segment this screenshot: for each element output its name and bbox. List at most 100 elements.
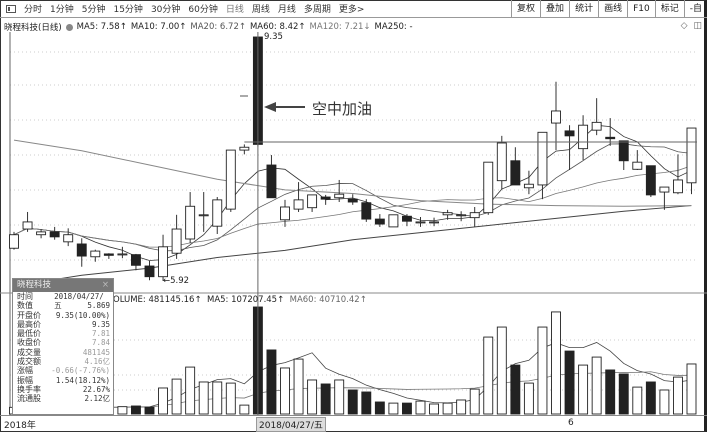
info-row: 最高价 9.35 <box>13 320 113 329</box>
ma250-value: MA250: - <box>374 22 413 32</box>
volume-bar <box>659 389 670 415</box>
candle-down <box>510 160 521 186</box>
info-value: 1.54(18.12%) <box>55 375 110 385</box>
tab-15min[interactable]: 15分钟 <box>113 5 143 15</box>
draw-line-button[interactable]: 画线 <box>598 0 627 18</box>
candle-up <box>239 146 250 151</box>
volume-bar <box>537 326 548 415</box>
candle-up <box>659 186 670 193</box>
ma120-line <box>13 139 692 207</box>
ma5-value: MA5: 7.58↑ <box>76 22 127 32</box>
info-value: 481145 <box>82 347 110 357</box>
custom-button[interactable]: -自 <box>683 0 707 18</box>
tab-daily[interactable]: 日线 <box>225 5 244 15</box>
high-price-label: 9.35 <box>264 32 283 42</box>
info-value: 7.84 <box>91 338 110 348</box>
volume-bar <box>266 349 277 415</box>
volume-bar <box>605 369 616 415</box>
volume-bar <box>374 401 385 415</box>
panel-icon[interactable]: ◫ <box>693 21 702 31</box>
tab-1min[interactable]: 1分钟 <box>50 5 74 15</box>
info-panel[interactable]: 晓程科技 × 时间 2018/04/27/五 数值 5.869 开盘价 9.35(10.00… <box>12 278 114 415</box>
tab-5min[interactable]: 5分钟 <box>81 5 106 15</box>
info-value: 9.35(10.00%) <box>55 310 110 320</box>
volume-bar <box>388 402 399 415</box>
volume-bar <box>523 382 534 415</box>
info-row: 涨幅 -0.66(-7.76%) <box>13 366 113 375</box>
volume-bar <box>429 403 439 415</box>
candle-up <box>293 199 304 210</box>
info-row: 流通股 2.12亿 <box>13 394 113 403</box>
candle-up <box>36 231 47 236</box>
candle-up <box>442 212 453 216</box>
info-key: 时间 <box>17 292 33 301</box>
candle-down <box>402 215 412 222</box>
volume-bar <box>293 358 304 415</box>
overlay-button[interactable]: 叠加 <box>540 0 569 18</box>
info-key: 涨幅 <box>17 366 33 376</box>
info-value: 5.869 <box>87 301 110 311</box>
info-value: 9.35 <box>91 319 110 329</box>
info-key: 流通股 <box>17 394 41 404</box>
f10-button[interactable]: F10 <box>627 0 655 18</box>
month-label: 6 <box>568 418 574 428</box>
info-row: 换手率 22.67% <box>13 385 113 394</box>
volume-bar <box>632 386 643 415</box>
info-panel-header[interactable]: 晓程科技 × <box>13 279 113 292</box>
volume-bar <box>347 389 358 415</box>
info-value: 2.12亿 <box>84 394 110 404</box>
candle-down <box>605 136 616 140</box>
date-axis: 2018年 2018/04/27/五 6 <box>0 415 707 432</box>
info-key: 成交额 <box>17 357 41 367</box>
panel-toggle-icon[interactable] <box>6 4 16 13</box>
ma-legend: 晓程科技(日线) MA5: 7.58↑ MA10: 7.00↑ MA20: 6.… <box>4 21 413 33</box>
info-key: 换手率 <box>17 384 41 394</box>
restore-rights-button[interactable]: 复权 <box>511 0 540 18</box>
candle-down <box>645 165 656 196</box>
ma10-value: MA10: 7.00↑ <box>130 22 187 32</box>
tab-intraday[interactable]: 分时 <box>24 5 43 15</box>
tab-multi-period[interactable]: 多周期 <box>303 5 331 15</box>
volume-bar <box>185 366 196 415</box>
volume-bar <box>415 400 426 415</box>
candle-up <box>673 179 683 194</box>
candle-down <box>103 253 114 256</box>
info-panel-title: 晓程科技 <box>17 280 52 290</box>
tab-more[interactable]: 更多> <box>338 5 365 15</box>
info-row: 数值 5.869 <box>13 301 113 310</box>
mark-button[interactable]: 标记 <box>654 0 684 18</box>
candle-down <box>361 202 372 220</box>
tab-60min[interactable]: 60分钟 <box>188 5 218 15</box>
volume-legend: OLUME: 481145.16↑ MA5: 107207.45↑ MA60: … <box>113 295 367 305</box>
close-icon[interactable]: × <box>101 280 109 290</box>
volume-bar <box>130 405 141 415</box>
candle-up <box>578 124 589 150</box>
tab-monthly[interactable]: 月线 <box>277 5 296 15</box>
period-toolbar: 分时 1分钟 5分钟 15分钟 30分钟 60分钟 日线 周线 月线 多周期 更… <box>0 0 707 18</box>
volume-bar <box>144 406 155 415</box>
candle-up <box>117 253 128 256</box>
volume-bar <box>510 364 521 415</box>
candle-down <box>618 140 629 162</box>
settings-dot-icon[interactable] <box>65 23 73 31</box>
candle-up <box>429 221 439 224</box>
volume-bar <box>618 373 629 415</box>
tab-weekly[interactable]: 周线 <box>251 5 270 15</box>
candle-up <box>591 121 602 131</box>
candle-up <box>523 183 534 189</box>
tab-30min[interactable]: 30分钟 <box>150 5 181 15</box>
statistics-button[interactable]: 统计 <box>569 0 598 18</box>
year-label: 2018年 <box>4 421 36 431</box>
candle-down <box>130 254 141 266</box>
info-key: 振幅 <box>17 375 33 385</box>
candle-up <box>632 161 643 170</box>
candle-up <box>469 212 480 219</box>
candle-up <box>307 194 318 209</box>
diamond-icon[interactable]: ◇ <box>680 21 688 31</box>
volume-bar <box>564 350 575 415</box>
info-row: 成交额 4.16亿 <box>13 357 113 366</box>
volume-bar <box>686 363 697 415</box>
candle-up <box>551 110 561 124</box>
candle-up <box>280 206 290 221</box>
